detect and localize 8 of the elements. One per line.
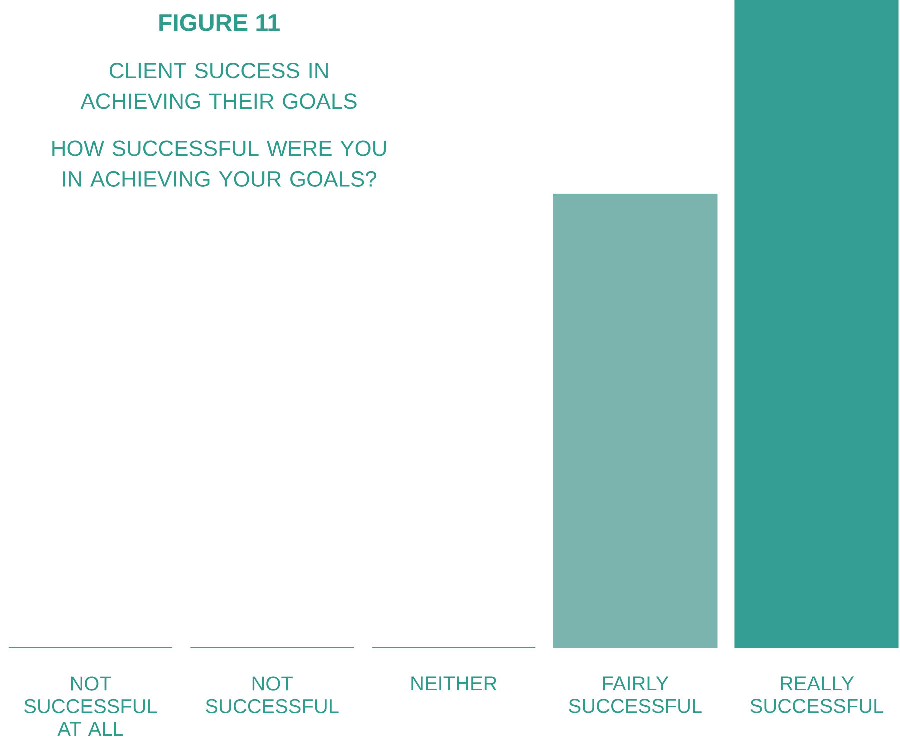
annotation: HOW SUCCESSFUL WERE YOU IN ACHIEVING YOUR GOALS? [52,140,386,187]
x-tick-label: FAIRLY SUCCESSFUL [569,676,702,714]
x-tick-label: NOT SUCCESSFUL [206,676,339,714]
x-tick-label: NOT SUCCESSFUL AT ALL [24,676,158,736]
x-tick-label: NEITHER [412,676,497,690]
x-tick-label: REALLY SUCCESSFUL [750,676,884,714]
chart-title: FIGURE 11 [160,14,280,32]
text: CLIENT SUCCESS IN ACHIEVING THEIR GOALS [80,62,357,110]
